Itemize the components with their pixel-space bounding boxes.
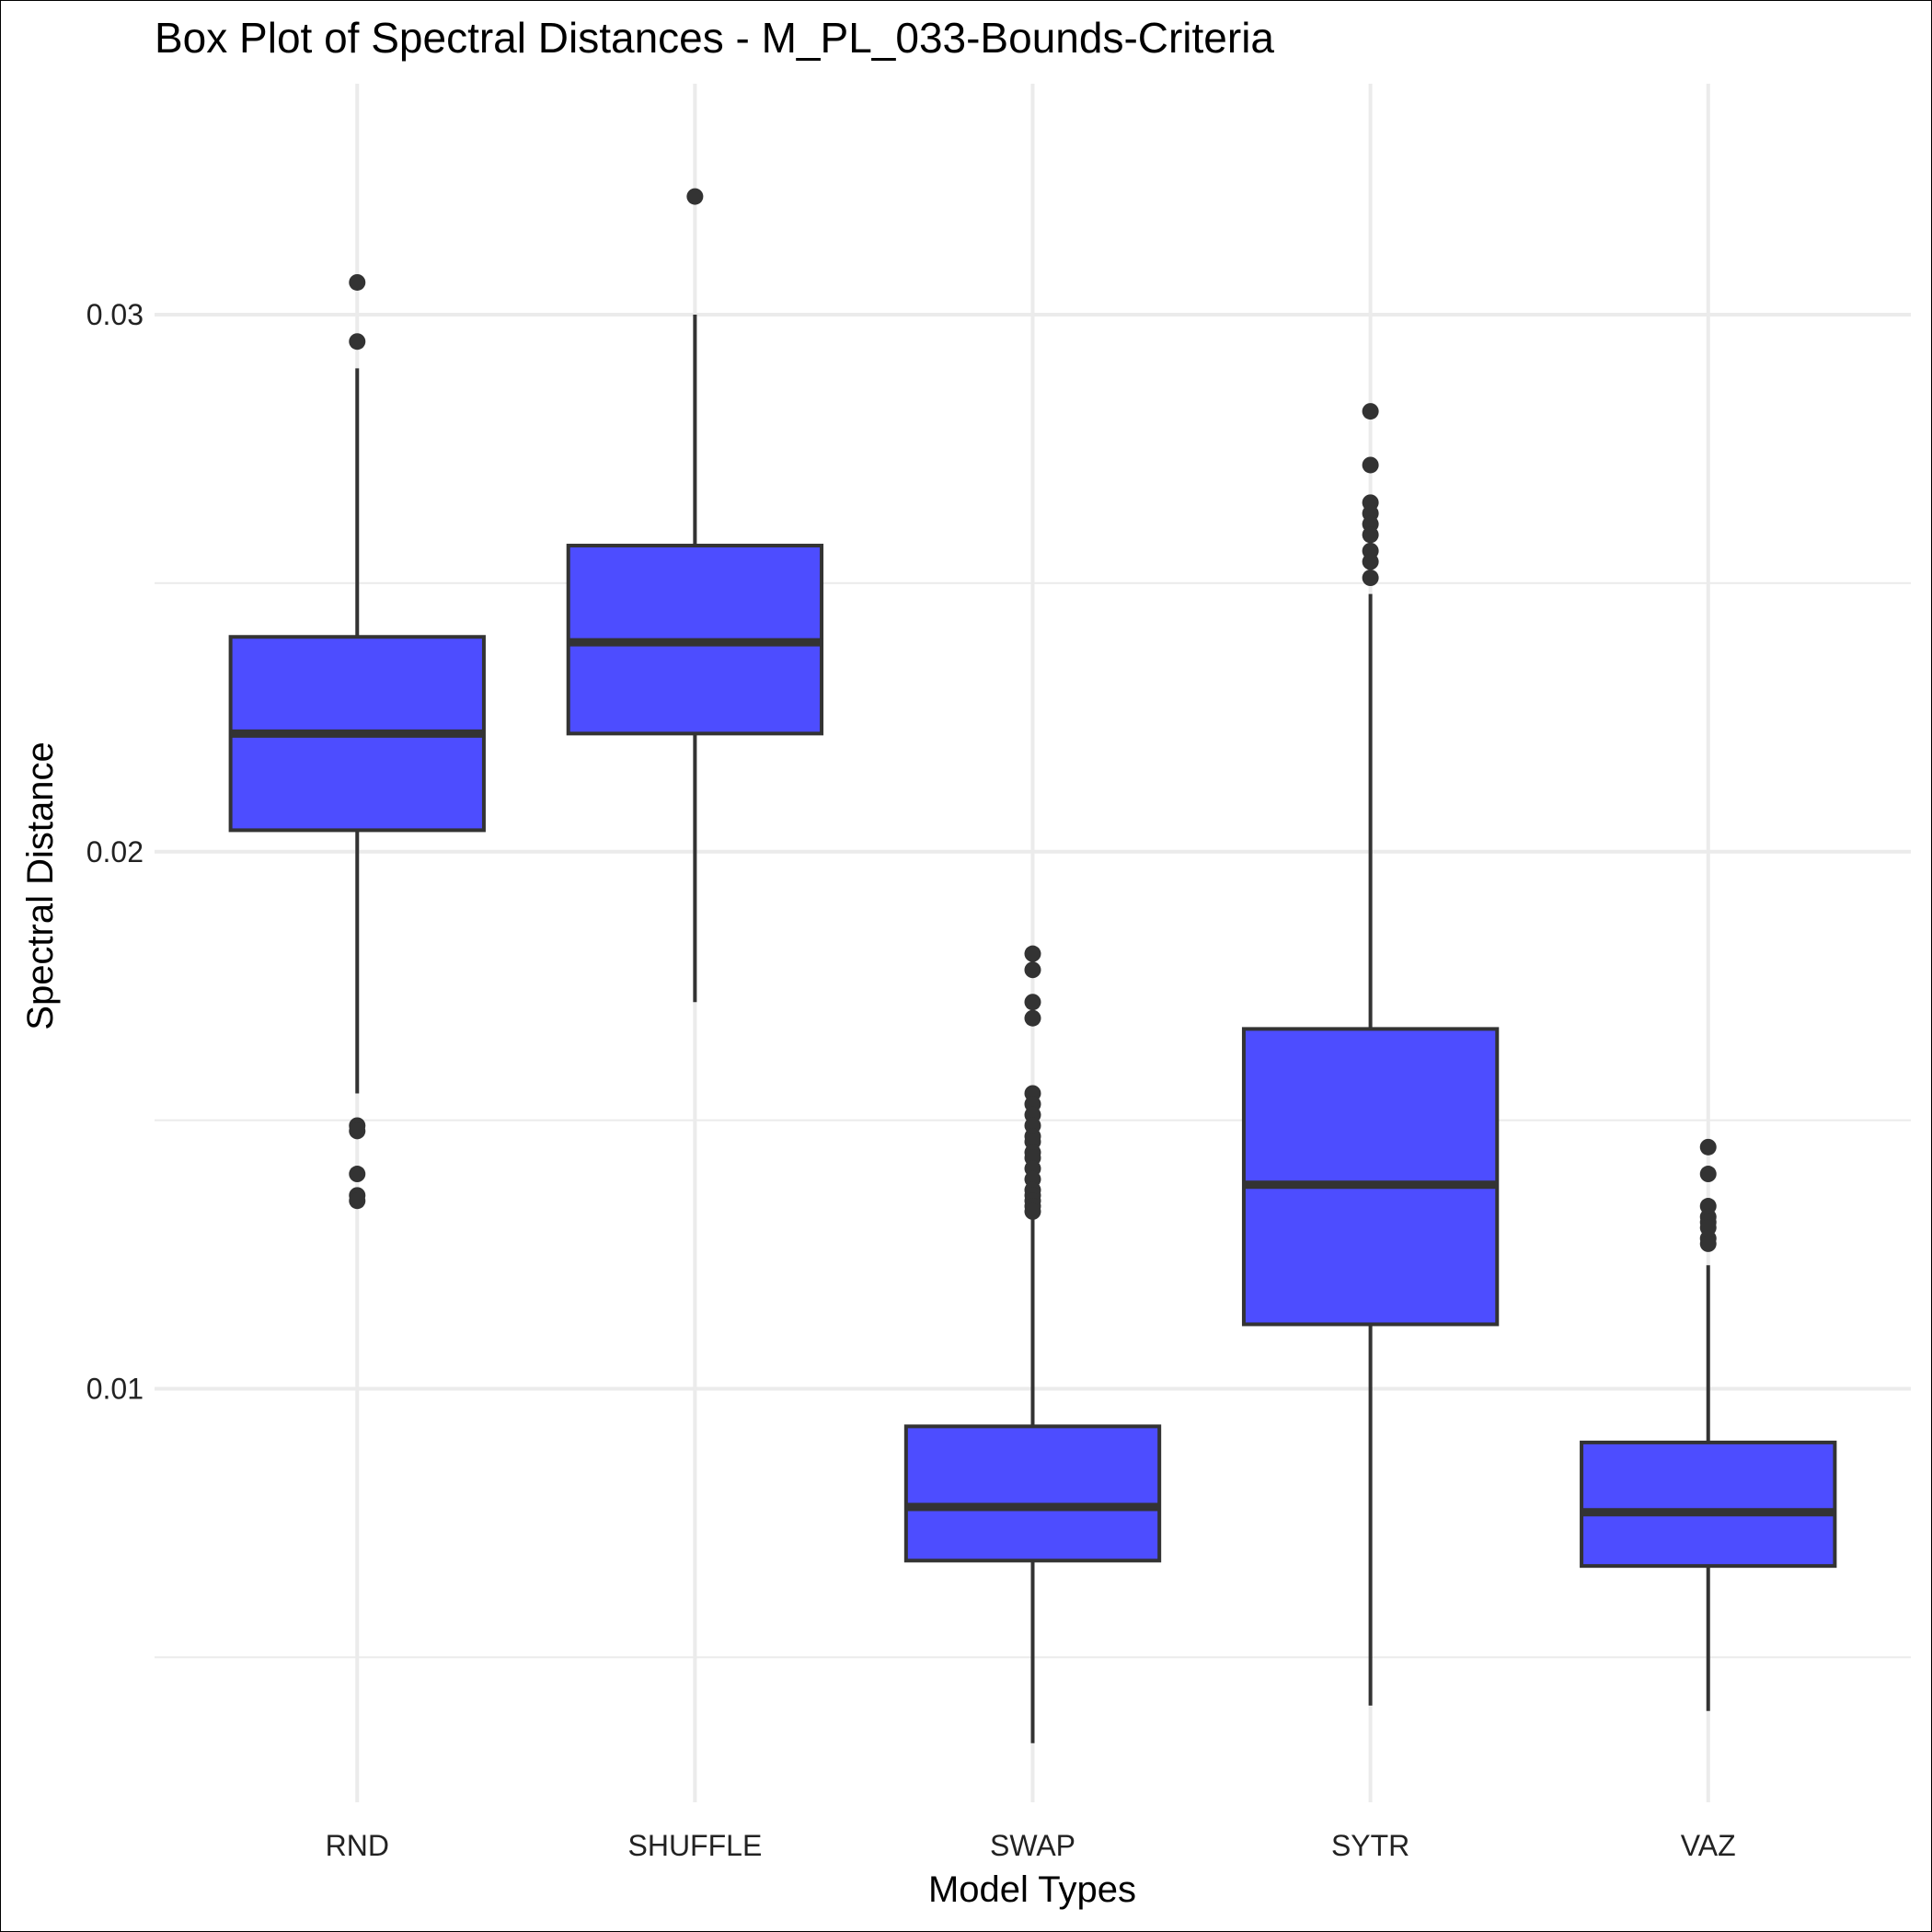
iqr-box [1241, 1027, 1500, 1327]
outlier-point [1699, 1166, 1717, 1183]
box-series [228, 188, 1837, 1743]
outlier-point [349, 1192, 366, 1210]
outlier-point [1024, 1202, 1041, 1220]
outlier-point [349, 273, 366, 291]
outlier-point [349, 1122, 366, 1140]
outlier-point [349, 1166, 366, 1183]
outlier-point [1362, 456, 1379, 474]
outlier-point [1362, 403, 1379, 420]
iqr-box [903, 1424, 1162, 1563]
outlier-point [1024, 994, 1041, 1011]
axis-ticks: 0.01 0.02 0.03 RND SHUFFLE SWAP SYTR VAZ [86, 298, 1736, 1862]
outlier-point [1699, 1138, 1717, 1156]
outlier-point [1024, 945, 1041, 962]
x-tick-label: SHUFFLE [627, 1829, 762, 1862]
x-tick-label: SWAP [990, 1829, 1075, 1862]
y-tick-label: 0.02 [86, 835, 144, 868]
x-tick-label: SYTR [1331, 1829, 1409, 1862]
outlier-point [1362, 569, 1379, 587]
outlier-point [1362, 526, 1379, 544]
x-tick-label: RND [326, 1829, 389, 1862]
y-tick-label: 0.01 [86, 1373, 144, 1406]
outlier-point [1699, 1235, 1717, 1252]
outlier-point [1024, 961, 1041, 979]
y-tick-label: 0.03 [86, 298, 144, 331]
outlier-point [1024, 1009, 1041, 1027]
x-axis-title: Model Types [928, 1869, 1136, 1910]
iqr-box [1580, 1440, 1837, 1569]
y-axis-title: Spectral Distance [20, 742, 61, 1029]
chart-title: Box Plot of Spectral Distances - M_PL_03… [155, 14, 1274, 62]
x-tick-label: VAZ [1681, 1829, 1736, 1862]
outlier-point [349, 333, 366, 351]
outlier-point [686, 188, 704, 205]
outlier-point [1362, 553, 1379, 570]
